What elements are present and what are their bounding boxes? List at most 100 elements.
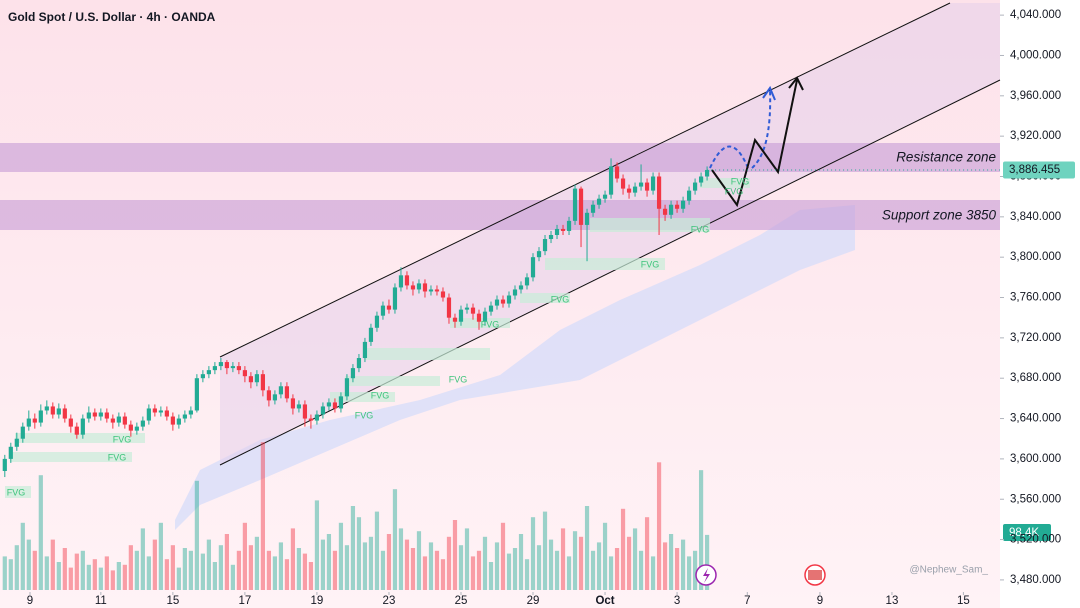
volume-bar [122,564,127,590]
volume-bar [8,559,13,590]
fvg-label: FVG [371,390,390,400]
volume-bar [452,520,458,590]
candle-body [182,414,187,419]
volume-bar [410,548,416,590]
volume-bar [446,536,452,590]
candle-body [320,406,326,415]
candle-body [254,374,260,383]
volume-bar [320,539,326,590]
fvg-label: FVG [355,410,374,420]
volume-bar [362,542,368,590]
volume-bar [92,559,97,590]
x-tick-label: 11 [95,595,107,607]
fvg-box [10,452,132,462]
volume-bar [272,556,278,590]
candle-body [188,410,193,415]
volume-bar [56,562,61,590]
x-tick-label: 15 [166,595,179,607]
zone-label: Resistance zone [896,150,996,165]
volume-bar [494,542,500,590]
volume-bar [602,522,608,590]
candle-body [134,426,139,431]
candle-body [626,188,632,193]
candle-body [704,169,710,177]
candle-body [56,408,61,415]
volume-bar [542,511,548,590]
candle-body [248,376,254,383]
volume-bar [182,548,187,590]
volume-bar [194,480,199,590]
volume-bar [110,570,115,590]
fvg-label: FVG [691,224,710,234]
candle-body [440,291,446,298]
candle-body [536,251,542,258]
candle-body [518,285,524,290]
candle-body [368,327,374,342]
volume-bar [218,545,223,590]
volume-bar [224,534,229,590]
volume-bar [566,556,572,590]
volume-bar [32,550,37,590]
volume-bar [344,545,350,590]
fvg-box [345,376,440,386]
candle-body [38,410,43,423]
candle-body [332,402,338,409]
candle-body [560,228,566,231]
candle-body [476,313,482,322]
x-tick-label: Oct [595,595,614,607]
price-label-box [1003,161,1075,179]
volume-bar [278,542,284,590]
volume-bar [302,553,308,590]
volume-bar [650,556,656,590]
volume-bar [86,564,91,590]
candles [2,158,710,478]
x-tick-label: 13 [886,595,899,607]
volume-bar [560,528,566,590]
candle-body [74,426,79,435]
volume-bar [266,550,272,590]
volume-bar [368,536,374,590]
x-tick-label: 17 [238,595,251,607]
candle-body [548,234,554,240]
y-tick-label: 3,600.000 [1010,453,1061,465]
candle-body [566,220,572,231]
volume-bar [44,556,49,590]
candle-body [698,176,704,183]
candle-body [428,289,434,292]
volume-bar [596,542,602,590]
volume-bar [212,562,217,590]
candle-body [662,208,668,215]
fvg-box [5,486,31,498]
volume-bar [620,508,626,590]
y-tick-label: 3,560.000 [1010,493,1061,505]
y-tick-label: 3,680.000 [1010,372,1061,384]
volume-bar [680,539,686,590]
volume-bar [296,548,302,590]
volume-bar [578,536,584,590]
fvg-label: FVG [725,186,744,196]
fvg-label: FVG [113,434,132,444]
volume-bar [536,545,542,590]
volume-bar [428,542,434,590]
candle-body [26,418,31,427]
x-tick-label: 25 [455,595,468,607]
volume-bar [704,534,710,590]
candle-body [590,204,596,213]
volume-bar [572,531,578,590]
volume-bar [14,545,19,590]
volume-bar [422,556,428,590]
candle-body [614,166,620,179]
candle-body [206,370,211,375]
candle-body [572,188,578,221]
volume-bar [668,534,674,590]
candle-body [584,212,590,225]
volume-bar [476,550,482,590]
candle-body [620,178,626,189]
candle-body [644,182,650,191]
fvg-label: FVG [641,259,660,269]
volume-bar [248,545,254,590]
arrowhead [788,76,804,91]
candle-body [650,176,656,191]
candle-body [284,386,290,399]
candle-body [446,297,452,318]
